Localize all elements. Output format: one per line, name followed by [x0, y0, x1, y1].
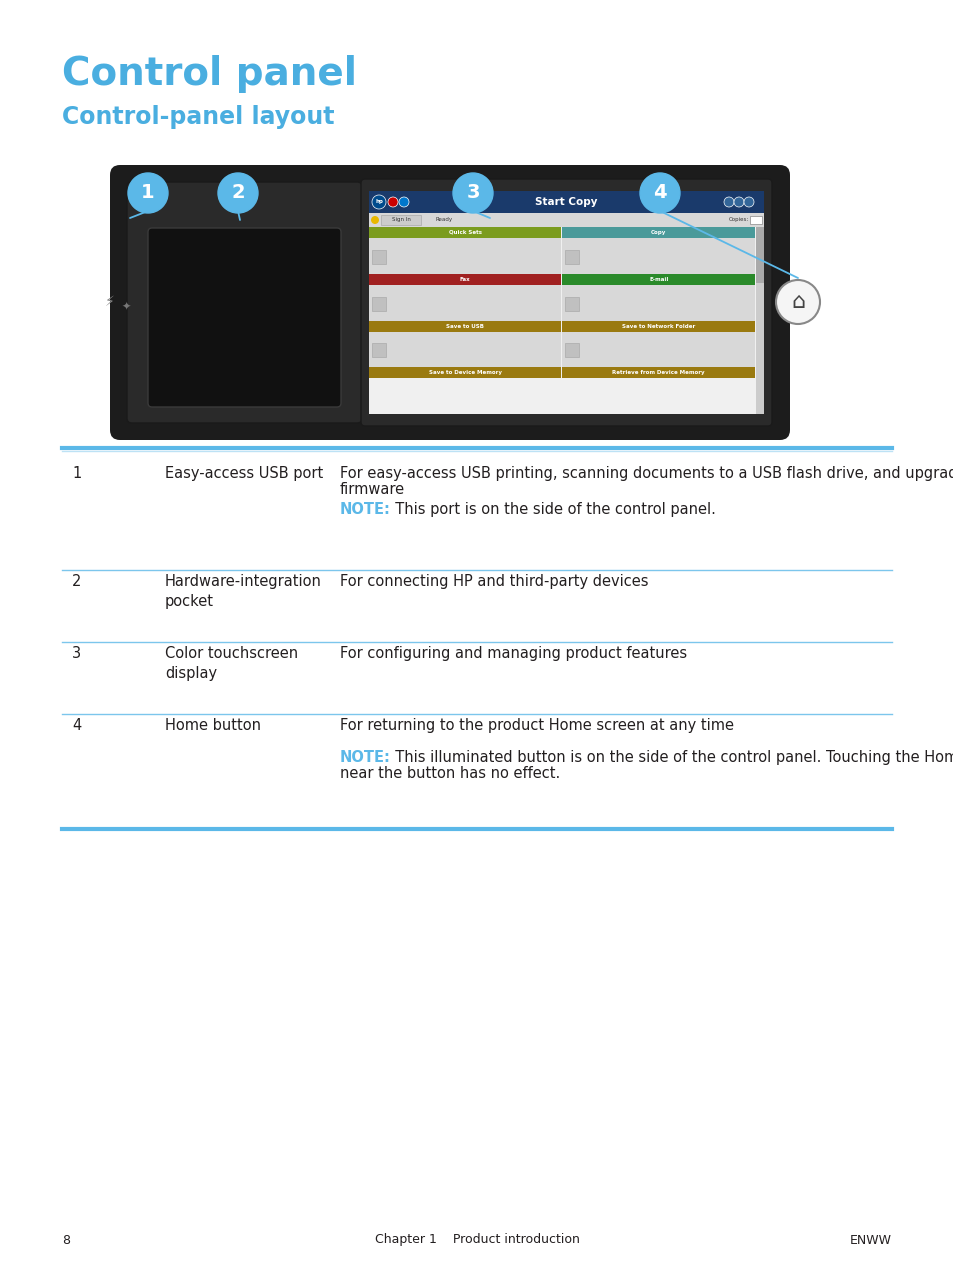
Bar: [562, 320, 754, 331]
Text: Save to USB: Save to USB: [446, 324, 484, 329]
Text: Copies:: Copies:: [728, 217, 748, 222]
Bar: [372, 297, 386, 311]
Text: 1: 1: [71, 466, 81, 481]
Bar: [372, 343, 386, 357]
Text: 4: 4: [71, 718, 81, 733]
Text: Control panel: Control panel: [62, 55, 356, 93]
Bar: [565, 250, 578, 264]
Bar: [369, 367, 561, 378]
Bar: [562, 367, 754, 378]
Bar: [369, 284, 561, 320]
Text: 1: 1: [141, 183, 154, 202]
Text: Hardware-integration
pocket: Hardware-integration pocket: [165, 574, 321, 608]
Text: ⚡: ⚡: [105, 295, 114, 309]
Bar: [369, 274, 561, 284]
Bar: [562, 331, 754, 367]
Text: Control-panel layout: Control-panel layout: [62, 105, 335, 130]
Text: Quick Sets: Quick Sets: [448, 230, 481, 235]
Text: Easy-access USB port: Easy-access USB port: [165, 466, 323, 481]
Circle shape: [372, 196, 386, 210]
Text: NOTE:: NOTE:: [339, 502, 391, 517]
Text: Color touchscreen
display: Color touchscreen display: [165, 646, 297, 681]
Circle shape: [128, 173, 168, 213]
Circle shape: [733, 197, 743, 207]
Text: Chapter 1    Product introduction: Chapter 1 Product introduction: [375, 1233, 578, 1246]
Circle shape: [398, 197, 409, 207]
Circle shape: [743, 197, 753, 207]
Bar: [749, 216, 761, 224]
Text: ⌂: ⌂: [790, 292, 804, 312]
Text: For returning to the product Home screen at any time: For returning to the product Home screen…: [339, 718, 733, 733]
Bar: [562, 274, 754, 284]
FancyBboxPatch shape: [127, 182, 361, 423]
Circle shape: [453, 173, 493, 213]
Text: For easy-access USB printing, scanning documents to a USB flash drive, and upgra: For easy-access USB printing, scanning d…: [339, 466, 953, 481]
Text: This illuminated button is on the side of the control panel. Touching the Home i: This illuminated button is on the side o…: [386, 751, 953, 765]
Text: 4: 4: [653, 183, 666, 202]
Text: Start Copy: Start Copy: [535, 197, 597, 207]
Text: 2: 2: [71, 574, 81, 589]
Bar: [755, 227, 763, 283]
Bar: [369, 331, 561, 367]
Text: 3: 3: [71, 646, 81, 660]
Text: For configuring and managing product features: For configuring and managing product fea…: [339, 646, 686, 660]
Bar: [562, 227, 754, 237]
Text: Save to Network Folder: Save to Network Folder: [621, 324, 695, 329]
FancyBboxPatch shape: [360, 179, 771, 425]
Text: hp: hp: [375, 199, 382, 204]
Bar: [369, 213, 763, 227]
Text: E-mail: E-mail: [648, 277, 668, 282]
Bar: [380, 215, 420, 225]
Bar: [369, 237, 561, 274]
Circle shape: [218, 173, 257, 213]
Text: Ready: Ready: [435, 217, 452, 222]
Text: Copy: Copy: [650, 230, 666, 235]
Circle shape: [775, 279, 820, 324]
Text: NOTE:: NOTE:: [339, 751, 391, 765]
Bar: [562, 237, 754, 274]
Text: This port is on the side of the control panel.: This port is on the side of the control …: [386, 502, 715, 517]
Text: 3: 3: [466, 183, 479, 202]
Bar: [755, 227, 763, 414]
Text: Retrieve from Device Memory: Retrieve from Device Memory: [612, 371, 704, 375]
Circle shape: [723, 197, 733, 207]
Text: 2: 2: [231, 183, 245, 202]
Bar: [565, 297, 578, 311]
FancyBboxPatch shape: [148, 229, 340, 406]
Text: firmware: firmware: [339, 483, 405, 497]
Bar: [565, 343, 578, 357]
Text: 8: 8: [62, 1233, 70, 1246]
Text: ✦: ✦: [121, 302, 131, 312]
Text: For connecting HP and third-party devices: For connecting HP and third-party device…: [339, 574, 648, 589]
Bar: [369, 320, 561, 331]
FancyBboxPatch shape: [110, 165, 789, 439]
Circle shape: [388, 197, 397, 207]
Bar: [369, 190, 763, 213]
Bar: [372, 250, 386, 264]
Text: Home button: Home button: [165, 718, 261, 733]
Bar: [369, 227, 561, 237]
Circle shape: [639, 173, 679, 213]
Text: Sign In: Sign In: [391, 217, 410, 222]
Circle shape: [371, 216, 378, 224]
Bar: [562, 284, 754, 320]
Text: ENWW: ENWW: [849, 1233, 891, 1246]
Text: near the button has no effect.: near the button has no effect.: [339, 766, 559, 781]
Text: Save to Device Memory: Save to Device Memory: [428, 371, 501, 375]
Bar: [369, 190, 763, 414]
Text: Fax: Fax: [459, 277, 470, 282]
